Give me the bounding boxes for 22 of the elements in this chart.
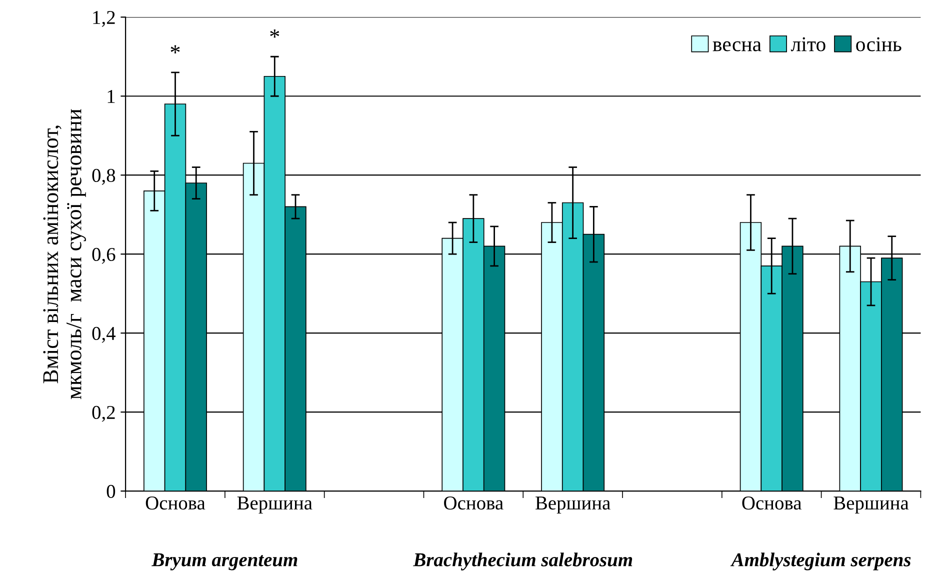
y-tick-label: 0,8 [92, 168, 116, 185]
text: Brachythecium salebrosum [413, 552, 632, 570]
annotation: * [270, 29, 280, 38]
y-tick-label: 1 [108, 90, 115, 103]
y-tick-label: 0,4 [92, 326, 116, 343]
x-tick-label: Основа [742, 496, 802, 510]
x-tick-label: Основа [444, 496, 504, 510]
legend-label: літо [790, 37, 826, 52]
x-tick-label: Вершина [237, 496, 312, 514]
legend-label: весна [712, 41, 762, 52]
text: Amblystegium serpens [730, 552, 911, 570]
y-tick-label: 1,2 [93, 11, 115, 27]
y-tick-label: 0,6 [92, 248, 116, 264]
y-axis-title: Вміст вільних амінокислот, мкмоль/г маси сухої речовини [43, 109, 86, 400]
y-tick-label: 0 [106, 484, 116, 498]
y-tick-label: 0,2 [92, 406, 115, 422]
legend-label: осінь [856, 37, 902, 52]
annotation: * [170, 45, 180, 54]
x-tick-label: Вершина [834, 496, 909, 514]
x-tick-label: Вершина [536, 496, 610, 514]
x-tick-label: Основа [146, 496, 206, 510]
text: Bryum argenteum [152, 553, 298, 570]
